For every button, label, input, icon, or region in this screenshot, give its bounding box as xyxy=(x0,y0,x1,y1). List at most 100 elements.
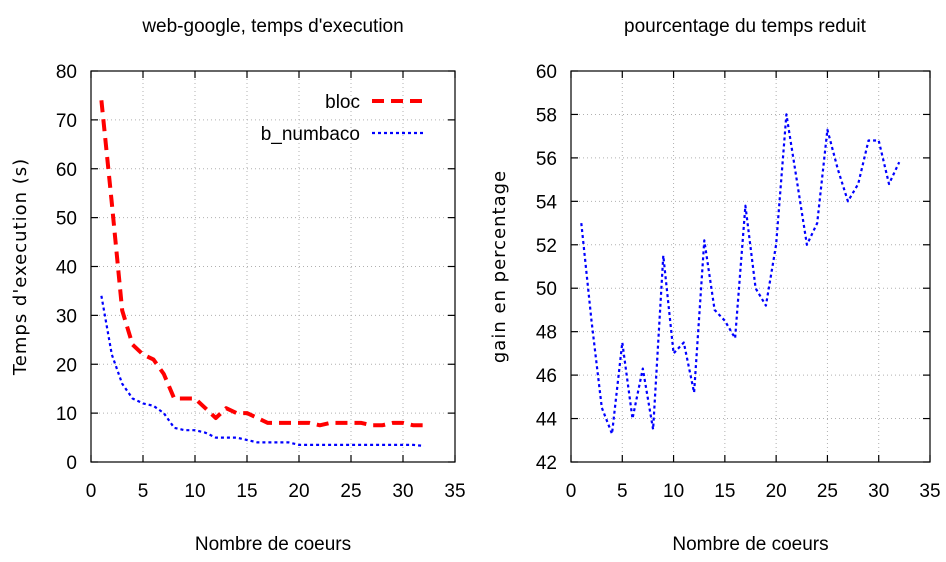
chart2-x-tick-label: 5 xyxy=(617,481,628,502)
chart1-x-tick-label: 30 xyxy=(392,481,413,502)
chart1-data-point-bloc xyxy=(423,424,425,426)
chart1-data-point-b-numbaco xyxy=(204,431,206,433)
chart1-data-point-bloc xyxy=(256,417,258,419)
chart2-data-point-series-1 xyxy=(795,178,797,180)
chart2-x-tick-label: 10 xyxy=(663,481,684,502)
chart1-data-point-b-numbaco xyxy=(277,441,279,443)
chart1-data-point-b-numbaco xyxy=(246,439,248,441)
chart2-data-point-series-1 xyxy=(775,244,777,246)
chart1-data-point-bloc xyxy=(319,424,321,426)
chart2-data-point-series-1 xyxy=(652,428,654,430)
chart2-data-point-series-1 xyxy=(816,222,818,224)
chart2-data-point-series-1 xyxy=(580,222,582,224)
chart2-series-line-series-1 xyxy=(580,113,901,435)
chart1-data-point-bloc xyxy=(225,407,227,409)
chart1-data-point-b-numbaco xyxy=(319,444,321,446)
chart1-data-point-bloc xyxy=(287,422,289,424)
chart1-data-point-bloc xyxy=(204,407,206,409)
chart2-x-tick-label: 0 xyxy=(566,481,577,502)
chart1-data-point-b-numbaco xyxy=(173,427,175,429)
chart1-data-point-bloc xyxy=(339,422,341,424)
chart2-y-tick-label: 50 xyxy=(536,279,557,300)
chart1-data-point-bloc xyxy=(142,353,144,355)
chart1-data-point-bloc xyxy=(360,422,362,424)
chart2-data-point-series-1 xyxy=(888,183,890,185)
chart2-data-point-series-1 xyxy=(672,352,674,354)
chart1-data-point-b-numbaco xyxy=(298,444,300,446)
chart1-data-point-bloc xyxy=(183,397,185,399)
chart1-x-tick-label: 35 xyxy=(444,481,465,502)
chart2-data-point-series-1 xyxy=(724,320,726,322)
chart1-data-point-b-numbaco xyxy=(402,444,404,446)
chart1-x-axis-label: Nombre de coeurs xyxy=(195,534,351,555)
chart2-data-point-series-1 xyxy=(693,391,695,393)
chart1-data-point-b-numbaco xyxy=(121,383,123,385)
chart2-x-tick-label: 20 xyxy=(766,481,787,502)
chart2-y-tick-label: 56 xyxy=(536,149,557,170)
chart1-data-point-b-numbaco xyxy=(308,444,310,446)
chart1-y-tick-label: 80 xyxy=(56,62,77,83)
chart1-data-point-b-numbaco xyxy=(163,412,165,414)
chart2-data-point-series-1 xyxy=(611,433,613,435)
chart2-x-tick-label: 15 xyxy=(714,481,735,502)
chart1-y-tick-label: 0 xyxy=(66,453,77,474)
chart2-data-point-series-1 xyxy=(590,320,592,322)
chart1-data-point-b-numbaco xyxy=(111,353,113,355)
chart1-legend-label-b-numbaco: b_numbaco xyxy=(261,124,360,145)
chart2-data-point-series-1 xyxy=(857,183,859,185)
chart2-data-point-series-1 xyxy=(806,244,808,246)
chart1-data-point-bloc xyxy=(381,424,383,426)
chart1-x-tick-label: 15 xyxy=(236,481,257,502)
chart2-data-point-series-1 xyxy=(878,139,880,141)
chart1-data-point-bloc xyxy=(111,202,113,204)
chart2-x-tick-label: 30 xyxy=(868,481,889,502)
chart1-data-point-b-numbaco xyxy=(381,444,383,446)
chart1-data-point-b-numbaco xyxy=(215,436,217,438)
chart1-x-tick-label: 10 xyxy=(184,481,205,502)
chart1-data-point-bloc xyxy=(371,424,373,426)
chart1-y-tick-label: 40 xyxy=(56,258,77,279)
chart2-data-point-series-1 xyxy=(631,417,633,419)
chart2-data-point-series-1 xyxy=(744,204,746,206)
chart2-data-point-series-1 xyxy=(867,139,869,141)
chart1-data-point-b-numbaco xyxy=(142,402,144,404)
chart2-data-point-series-1 xyxy=(826,128,828,130)
chart1-data-point-bloc xyxy=(350,422,352,424)
chart1-data-point-b-numbaco xyxy=(391,444,393,446)
chart1-data-point-b-numbaco xyxy=(235,436,237,438)
chart2-data-point-series-1 xyxy=(703,239,705,241)
chart2-y-tick-label: 46 xyxy=(536,366,557,387)
chart1-series-line-bloc xyxy=(99,100,424,428)
chart2-y-tick-label: 60 xyxy=(536,62,557,83)
chart2-x-axis-label: Nombre de coeurs xyxy=(672,534,828,555)
chart1-x-tick-label: 25 xyxy=(340,481,361,502)
chart1-y-axis-label: Temps d'execution (s) xyxy=(10,158,31,376)
chart1-data-point-b-numbaco xyxy=(183,429,185,431)
chart2-y-tick-label: 48 xyxy=(536,323,557,344)
chart1-data-point-bloc xyxy=(298,422,300,424)
chart1-data-point-b-numbaco xyxy=(152,405,154,407)
chart1-x-tick-label: 20 xyxy=(288,481,309,502)
chart1-data-point-b-numbaco xyxy=(225,436,227,438)
chart1-data-point-bloc xyxy=(402,422,404,424)
chart1-y-tick-label: 10 xyxy=(56,404,77,425)
chart1-data-point-b-numbaco xyxy=(100,295,102,297)
chart2-x-tick-label: 25 xyxy=(817,481,838,502)
chart2-plot-frame xyxy=(570,70,931,463)
chart2-data-point-series-1 xyxy=(754,287,756,289)
chart2-y-tick-label: 58 xyxy=(536,105,557,126)
chart2-data-point-series-1 xyxy=(765,304,767,306)
chart2-data-point-series-1 xyxy=(836,168,838,170)
chart1-data-point-b-numbaco xyxy=(329,444,331,446)
chart2-data-point-series-1 xyxy=(898,161,900,163)
chart1-data-point-bloc xyxy=(163,373,165,375)
chart2-title: pourcentage du temps reduit xyxy=(624,16,867,37)
chart1-title: web-google, temps d'execution xyxy=(141,16,403,37)
chart1-data-point-bloc xyxy=(267,422,269,424)
chart1-data-point-b-numbaco xyxy=(371,444,373,446)
chart1-data-point-b-numbaco xyxy=(350,444,352,446)
chart2-data-point-series-1 xyxy=(734,337,736,339)
chart1-data-point-bloc xyxy=(121,309,123,311)
chart2-y-axis-label: gain en percentage xyxy=(489,170,510,363)
